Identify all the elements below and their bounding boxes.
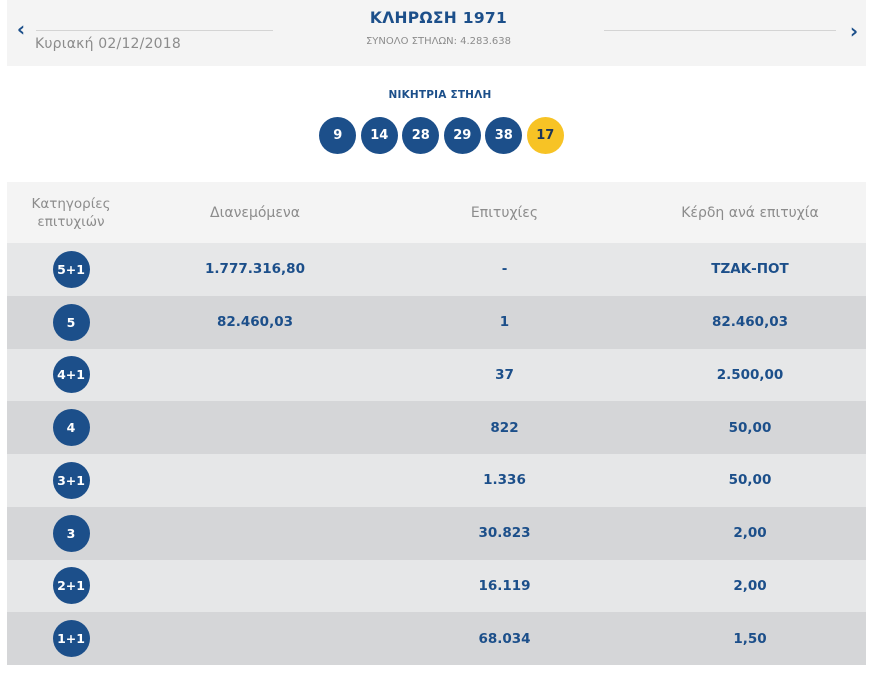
- winners-cell: -: [501, 261, 508, 278]
- winners-cell: 37: [495, 366, 514, 383]
- category-badge: 4+1: [52, 356, 90, 394]
- table-row: 3+1 1.336 50,00: [7, 454, 866, 507]
- prize-cell: 50,00: [728, 472, 772, 489]
- category-badge: 4: [52, 409, 90, 447]
- prize-cell: 2,00: [733, 577, 767, 594]
- category-badge: 3: [52, 514, 90, 552]
- header-distributed: Διανεμόμενα: [210, 204, 300, 221]
- chevron-right-icon[interactable]: ›: [849, 19, 859, 43]
- header-category: Κατηγορίες επιτυχιών: [31, 195, 111, 230]
- winners-cell: 1: [499, 314, 510, 331]
- divider-left: [36, 30, 273, 31]
- header-winners: Επιτυχίες: [470, 204, 539, 221]
- draw-header: ‹ Κυριακή 02/12/2018 ΚΛΗΡΩΣΗ 1971 ΣΥΝΟΛΟ…: [7, 0, 866, 66]
- prize-cell: 1,50: [733, 630, 767, 647]
- draw-date: Κυριακή 02/12/2018: [35, 36, 181, 52]
- table-row: 5 82.460,03 1 82.460,03: [7, 295, 866, 349]
- category-badge: 5+1: [52, 250, 90, 288]
- prize-cell: 2,00: [733, 525, 767, 542]
- chevron-left-icon[interactable]: ‹: [16, 17, 26, 41]
- number-ball: 14: [360, 117, 398, 154]
- distributed-cell: 1.777.316,80: [205, 261, 305, 278]
- winners-cell: 68.034: [478, 630, 531, 647]
- winners-cell: 30.823: [478, 525, 531, 542]
- number-ball: 9: [319, 117, 357, 154]
- distributed-cell: 82.460,03: [216, 314, 293, 331]
- prize-cell: 82.460,03: [711, 314, 788, 331]
- table-row: 5+1 1.777.316,80 - ΤΖΑΚ-ΠΟΤ: [7, 243, 866, 296]
- category-badge: 1+1: [52, 620, 90, 658]
- number-ball: 29: [443, 117, 481, 154]
- draw-title: ΚΛΗΡΩΣΗ 1971: [369, 9, 508, 27]
- category-badge: 5: [52, 303, 90, 341]
- table-header: Κατηγορίες επιτυχιών Διανεμόμενα Επιτυχί…: [7, 182, 866, 243]
- divider-right: [604, 30, 836, 31]
- prize-table: Κατηγορίες επιτυχιών Διανεμόμενα Επιτυχί…: [7, 182, 866, 665]
- prize-cell: ΤΖΑΚ-ΠΟΤ: [711, 261, 789, 278]
- number-ball: 38: [485, 117, 523, 154]
- winners-cell: 1.336: [483, 472, 526, 489]
- total-columns: ΣΥΝΟΛΟ ΣΤΗΛΩΝ: 4.283.638: [365, 36, 512, 47]
- winners-cell: 16.119: [478, 577, 531, 594]
- winners-cell: 822: [490, 419, 519, 436]
- table-row: 1+1 68.034 1,50: [7, 612, 866, 665]
- header-prize: Κέρδη ανά επιτυχία: [681, 204, 819, 221]
- winning-column-label: ΝΙΚΗΤΡΙΑ ΣΤΗΛΗ: [388, 89, 492, 101]
- category-badge: 2+1: [52, 567, 90, 605]
- bonus-ball: 17: [526, 117, 564, 154]
- table-row: 4 822 50,00: [7, 401, 866, 454]
- table-row: 4+1 37 2.500,00: [7, 348, 866, 402]
- winning-numbers: 9 14 28 29 38 17: [0, 117, 880, 154]
- table-row: 2+1 16.119 2,00: [7, 559, 866, 613]
- prize-cell: 2.500,00: [716, 366, 784, 383]
- number-ball: 28: [402, 117, 440, 154]
- table-row: 3 30.823 2,00: [7, 506, 866, 560]
- prize-cell: 50,00: [728, 419, 772, 436]
- category-badge: 3+1: [52, 461, 90, 499]
